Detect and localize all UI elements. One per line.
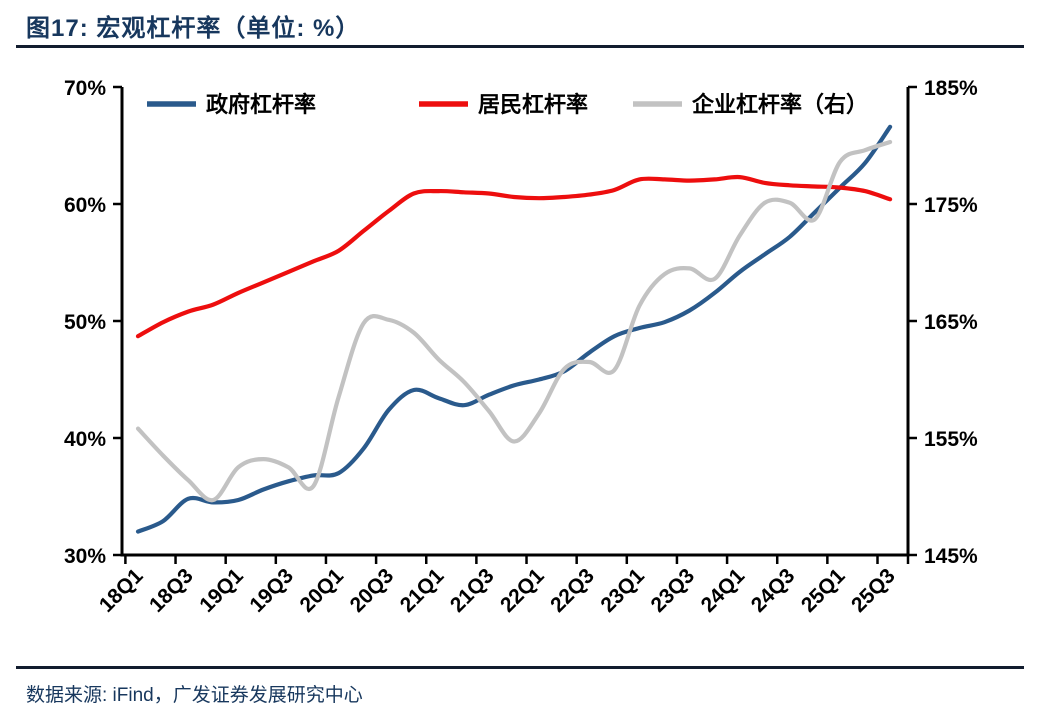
macro-leverage-chart: 18Q118Q319Q119Q320Q120Q321Q121Q322Q122Q3…	[64, 77, 978, 617]
page-title: 图17: 宏观杠杆率（单位: %）	[26, 15, 361, 42]
household-leverage-legend-label: 居民杠杆率	[478, 92, 588, 117]
right-axis-tick-label: 165%	[924, 311, 978, 334]
footer-divider	[16, 666, 1024, 669]
x-axis-tick-label: 22Q1	[496, 564, 549, 617]
data-source-note: 数据来源: iFind，广发证券发展研究中心	[26, 685, 363, 706]
left-axis-tick-label: 40%	[64, 428, 106, 451]
series-lines	[135, 124, 893, 534]
government-leverage-line	[135, 124, 893, 534]
corporate-leverage-line	[135, 139, 893, 503]
x-axis-tick-label: 21Q1	[396, 564, 449, 617]
right-axis-labels: 185% 175% 165% 155% 145%	[924, 77, 978, 568]
left-axis-tick-label: 30%	[64, 545, 106, 568]
legend: 政府杠杆率 居民杠杆率 企业杠杆率（右）	[147, 92, 868, 117]
left-axis-tick-label: 50%	[64, 311, 106, 334]
x-axis-tick-label: 18Q3	[145, 564, 198, 617]
x-axis-tick-label: 19Q1	[195, 564, 248, 617]
x-axis-tick-label: 25Q1	[797, 564, 850, 617]
right-axis-tick-label: 185%	[924, 77, 978, 100]
x-axis-labels: 18Q118Q319Q119Q320Q120Q321Q121Q322Q122Q3…	[95, 564, 900, 617]
left-axis-labels: 70% 60% 50% 40% 30%	[64, 77, 106, 568]
x-axis-tick-label: 19Q3	[245, 564, 298, 617]
x-axis-tick-label: 23Q1	[596, 564, 649, 617]
x-axis-tick-label: 20Q3	[346, 564, 399, 617]
x-axis-tick-label: 24Q1	[697, 564, 750, 617]
x-axis-tick-label: 22Q3	[546, 564, 599, 617]
left-axis-tick-label: 60%	[64, 194, 106, 217]
left-axis-tick-label: 70%	[64, 77, 106, 100]
corporate-leverage-legend-label: 企业杠杆率（右）	[691, 92, 868, 117]
x-axis-tick-label: 18Q1	[95, 564, 148, 617]
x-axis-tick-label: 20Q1	[296, 564, 349, 617]
x-axis-tick-label: 23Q3	[646, 564, 699, 617]
right-axis-tick-label: 175%	[924, 194, 978, 217]
x-axis-tick-label: 25Q3	[847, 564, 900, 617]
government-leverage-legend-label: 政府杠杆率	[206, 92, 316, 117]
title-underline	[16, 45, 1024, 48]
right-axis-tick-label: 155%	[924, 428, 978, 451]
x-axis-tick-label: 21Q3	[446, 564, 499, 617]
x-axis-tick-label: 24Q3	[747, 564, 800, 617]
household-leverage-line	[135, 174, 893, 339]
right-axis-tick-label: 145%	[924, 545, 978, 568]
axes	[113, 85, 917, 564]
